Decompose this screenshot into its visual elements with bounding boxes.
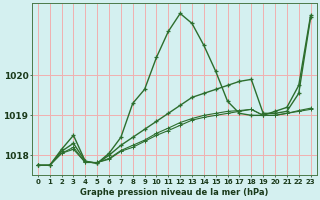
X-axis label: Graphe pression niveau de la mer (hPa): Graphe pression niveau de la mer (hPa) xyxy=(80,188,268,197)
